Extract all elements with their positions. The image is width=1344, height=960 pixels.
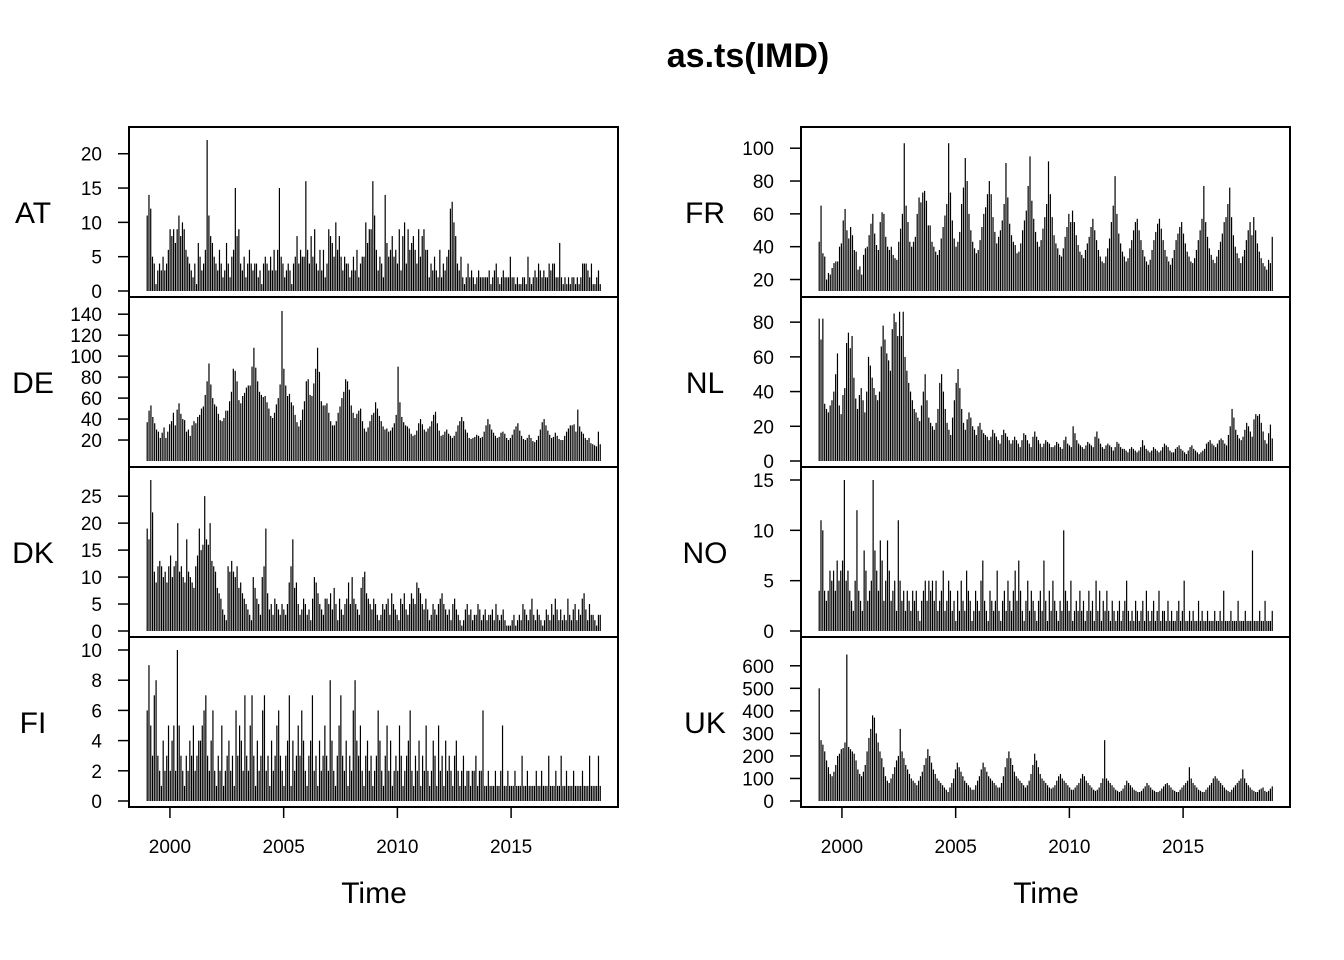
bars-uk (818, 654, 1273, 801)
y-tick-label: 60 (81, 389, 102, 410)
x-tick-label: 2000 (149, 837, 191, 858)
y-tick-label: 40 (81, 410, 102, 431)
y-tick-label: 5 (91, 248, 102, 269)
y-tick-label: 60 (753, 205, 774, 226)
panel-label: FI (20, 707, 47, 740)
panel-frame (128, 636, 619, 808)
x-axis-title-right: Time (1013, 877, 1079, 910)
x-tick-label: 2015 (1162, 837, 1204, 858)
panel-label: UK (684, 707, 726, 740)
x-tick-label: 2000 (821, 837, 863, 858)
panel-label: DK (12, 537, 54, 570)
y-tick-label: 0 (763, 792, 774, 813)
bars-no (818, 480, 1273, 631)
bars-dk (146, 480, 601, 631)
y-tick-label: 8 (91, 671, 102, 692)
panels-layer: AT05101520DE20406080100120140DK051015202… (12, 126, 1291, 858)
y-tick-label: 5 (91, 595, 102, 616)
bars-nl (818, 311, 1273, 461)
panel-label: DE (12, 367, 54, 400)
panel-fr: FR 20 40 60 80 100 (685, 126, 1291, 298)
x-tick-label: 2010 (1048, 837, 1090, 858)
y-tick-label: 140 (70, 305, 102, 326)
bars-fi (146, 650, 601, 801)
y-tick-label: 15 (81, 179, 102, 200)
y-tick-label: 120 (70, 326, 102, 347)
panel-label: AT (15, 197, 51, 230)
y-tick-label: 0 (91, 792, 102, 813)
panel-frame (800, 636, 1291, 808)
x-tick-label: 2005 (263, 837, 305, 858)
y-tick-label: 80 (753, 313, 774, 334)
y-tick-label: 25 (81, 487, 102, 508)
panel-label: FR (685, 197, 725, 230)
panel-label: NO (683, 537, 728, 570)
y-tick-label: 5 (763, 572, 774, 593)
y-tick-label: 20 (81, 431, 102, 452)
y-tick-label: 2 (91, 762, 102, 783)
y-tick-label: 600 (742, 657, 774, 678)
panel-label: NL (686, 367, 724, 400)
y-tick-label: 100 (742, 769, 774, 790)
y-tick-label: 60 (753, 348, 774, 369)
y-tick-label: 10 (81, 213, 102, 234)
y-tick-label: 80 (753, 172, 774, 193)
panel-fi: FI 0 2 4 6 8 10 (20, 636, 619, 813)
y-tick-label: 100 (742, 139, 774, 160)
y-tick-label: 500 (742, 679, 774, 700)
y-tick-label: 4 (91, 732, 102, 753)
bars-fr (818, 143, 1273, 291)
x-axis-left: 2000 2005 2010 2015 (149, 807, 532, 858)
y-tick-label: 20 (81, 514, 102, 535)
y-tick-label: 15 (753, 471, 774, 492)
x-tick-label: 2010 (376, 837, 418, 858)
y-tick-label: 10 (81, 568, 102, 589)
panel-nl: NL 0 20 40 60 80 (686, 296, 1291, 473)
y-tick-label: 300 (742, 724, 774, 745)
panel-at: AT 0 5 10 15 20 (15, 126, 619, 303)
panel-dk: DK 0 5 10 15 20 25 (12, 466, 619, 643)
y-tick-label: 200 (742, 747, 774, 768)
bars-at (146, 140, 601, 291)
x-axis-right: 2000 2005 2010 2015 (821, 807, 1204, 858)
y-tick-label: 20 (81, 145, 102, 166)
y-tick-label: 40 (753, 383, 774, 404)
x-axis-title-left: Time (341, 877, 407, 910)
y-tick-label: 10 (753, 521, 774, 542)
y-tick-label: 15 (81, 541, 102, 562)
y-tick-label: 10 (81, 641, 102, 662)
x-tick-label: 2005 (935, 837, 977, 858)
y-tick-label: 100 (70, 347, 102, 368)
y-tick-label: 80 (81, 368, 102, 389)
y-tick-label: 6 (91, 701, 102, 722)
y-tick-label: 0 (763, 622, 774, 643)
y-tick-label: 20 (753, 417, 774, 438)
x-tick-label: 2015 (490, 837, 532, 858)
y-tick-label: 20 (753, 271, 774, 292)
y-tick-label: 0 (91, 282, 102, 303)
y-tick-label: 400 (742, 702, 774, 723)
panel-no: NO 0 5 10 15 (683, 466, 1291, 643)
y-tick-label: 40 (753, 238, 774, 259)
y-tick-label: 0 (91, 622, 102, 643)
chart-title: as.ts(IMD) (667, 37, 829, 75)
y-tick-label: 0 (763, 452, 774, 473)
bars-de (146, 311, 601, 461)
